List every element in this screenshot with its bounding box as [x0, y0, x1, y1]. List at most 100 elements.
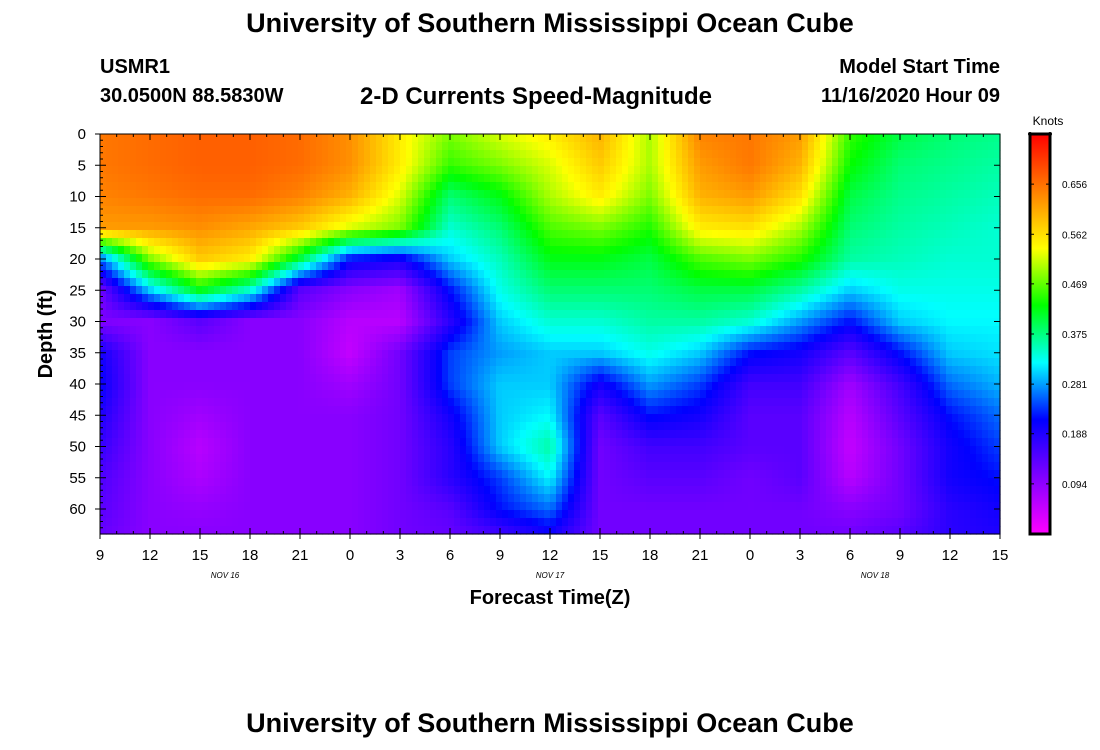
heatmap-cell — [760, 206, 767, 215]
heatmap-cell — [496, 198, 503, 207]
heatmap-cell — [406, 214, 413, 223]
heatmap-cell — [988, 294, 995, 303]
heatmap-cell — [538, 382, 545, 391]
heatmap-cell — [964, 278, 971, 287]
heatmap-cell — [772, 158, 779, 167]
heatmap-cell — [814, 310, 821, 319]
heatmap-cell — [142, 190, 149, 199]
heatmap-cell — [874, 278, 881, 287]
heatmap-cell — [574, 318, 581, 327]
heatmap-cell — [562, 166, 569, 175]
heatmap-cell — [946, 374, 953, 383]
heatmap-cell — [994, 238, 1001, 247]
heatmap-cell — [784, 238, 791, 247]
heatmap-cell — [622, 190, 629, 199]
heatmap-cell — [604, 342, 611, 351]
heatmap-cell — [736, 390, 743, 399]
heatmap-cell — [268, 358, 275, 367]
heatmap-cell — [112, 270, 119, 279]
heatmap-cell — [796, 230, 803, 239]
heatmap-cell — [910, 238, 917, 247]
heatmap-cell — [118, 270, 125, 279]
heatmap-cell — [934, 166, 941, 175]
heatmap-cell — [868, 374, 875, 383]
heatmap-cell — [280, 142, 287, 151]
heatmap-cell — [904, 366, 911, 375]
heatmap-cell — [838, 214, 845, 223]
heatmap-cell — [934, 302, 941, 311]
heatmap-cell — [232, 198, 239, 207]
heatmap-cell — [880, 358, 887, 367]
heatmap-cell — [784, 158, 791, 167]
heatmap-cell — [202, 246, 209, 255]
heatmap-cell — [658, 182, 665, 191]
heatmap-cell — [166, 390, 173, 399]
heatmap-cell — [154, 374, 161, 383]
heatmap-cell — [178, 294, 185, 303]
heatmap-cell — [946, 390, 953, 399]
heatmap-cell — [352, 390, 359, 399]
heatmap-cell — [772, 374, 779, 383]
heatmap-cell — [442, 390, 449, 399]
heatmap-cell — [526, 174, 533, 183]
heatmap-cell — [256, 182, 263, 191]
heatmap-cell — [658, 230, 665, 239]
heatmap-cell — [730, 358, 737, 367]
heatmap-cell — [730, 254, 737, 263]
heatmap-cell — [664, 142, 671, 151]
heatmap-cell — [310, 310, 317, 319]
heatmap-cell — [868, 238, 875, 247]
heatmap-cell — [328, 134, 335, 143]
heatmap-cell — [646, 158, 653, 167]
heatmap-cell — [844, 334, 851, 343]
heatmap-cell — [388, 150, 395, 159]
heatmap-cell — [160, 294, 167, 303]
heatmap-cell — [916, 358, 923, 367]
heatmap-cell — [382, 334, 389, 343]
heatmap-cell — [412, 222, 419, 231]
heatmap-cell — [190, 206, 197, 215]
heatmap-cell — [988, 390, 995, 399]
heatmap-cell — [274, 310, 281, 319]
heatmap-cell — [268, 350, 275, 359]
heatmap-cell — [454, 390, 461, 399]
heatmap-cell — [214, 254, 221, 263]
heatmap-cell — [718, 198, 725, 207]
heatmap-cell — [388, 270, 395, 279]
heatmap-cell — [616, 142, 623, 151]
heatmap-cell — [520, 174, 527, 183]
heatmap-cell — [880, 326, 887, 335]
heatmap-cell — [196, 198, 203, 207]
heatmap-cell — [526, 238, 533, 247]
heatmap-cell — [940, 214, 947, 223]
heatmap-cell — [178, 286, 185, 295]
heatmap-cell — [688, 286, 695, 295]
heatmap-cell — [610, 238, 617, 247]
heatmap-cell — [472, 182, 479, 191]
heatmap-cell — [646, 198, 653, 207]
heatmap-cell — [838, 166, 845, 175]
heatmap-cell — [982, 390, 989, 399]
heatmap-cell — [106, 334, 113, 343]
heatmap-cell — [538, 222, 545, 231]
heatmap-cell — [856, 134, 863, 143]
heatmap-cell — [388, 326, 395, 335]
heatmap-cell — [688, 246, 695, 255]
heatmap-cell — [448, 166, 455, 175]
heatmap-cell — [682, 150, 689, 159]
heatmap-cell — [676, 382, 683, 391]
heatmap-cell — [298, 230, 305, 239]
heatmap-cell — [124, 174, 131, 183]
heatmap-cell — [298, 302, 305, 311]
heatmap-cell — [874, 318, 881, 327]
heatmap-cell — [838, 390, 845, 399]
heatmap-cell — [310, 166, 317, 175]
heatmap-cell — [496, 254, 503, 263]
heatmap-cell — [784, 134, 791, 143]
heatmap-cell — [490, 334, 497, 343]
heatmap-cell — [244, 318, 251, 327]
heatmap-cell — [334, 366, 341, 375]
heatmap-cell — [652, 190, 659, 199]
heatmap-cell — [724, 270, 731, 279]
heatmap-cell — [166, 326, 173, 335]
